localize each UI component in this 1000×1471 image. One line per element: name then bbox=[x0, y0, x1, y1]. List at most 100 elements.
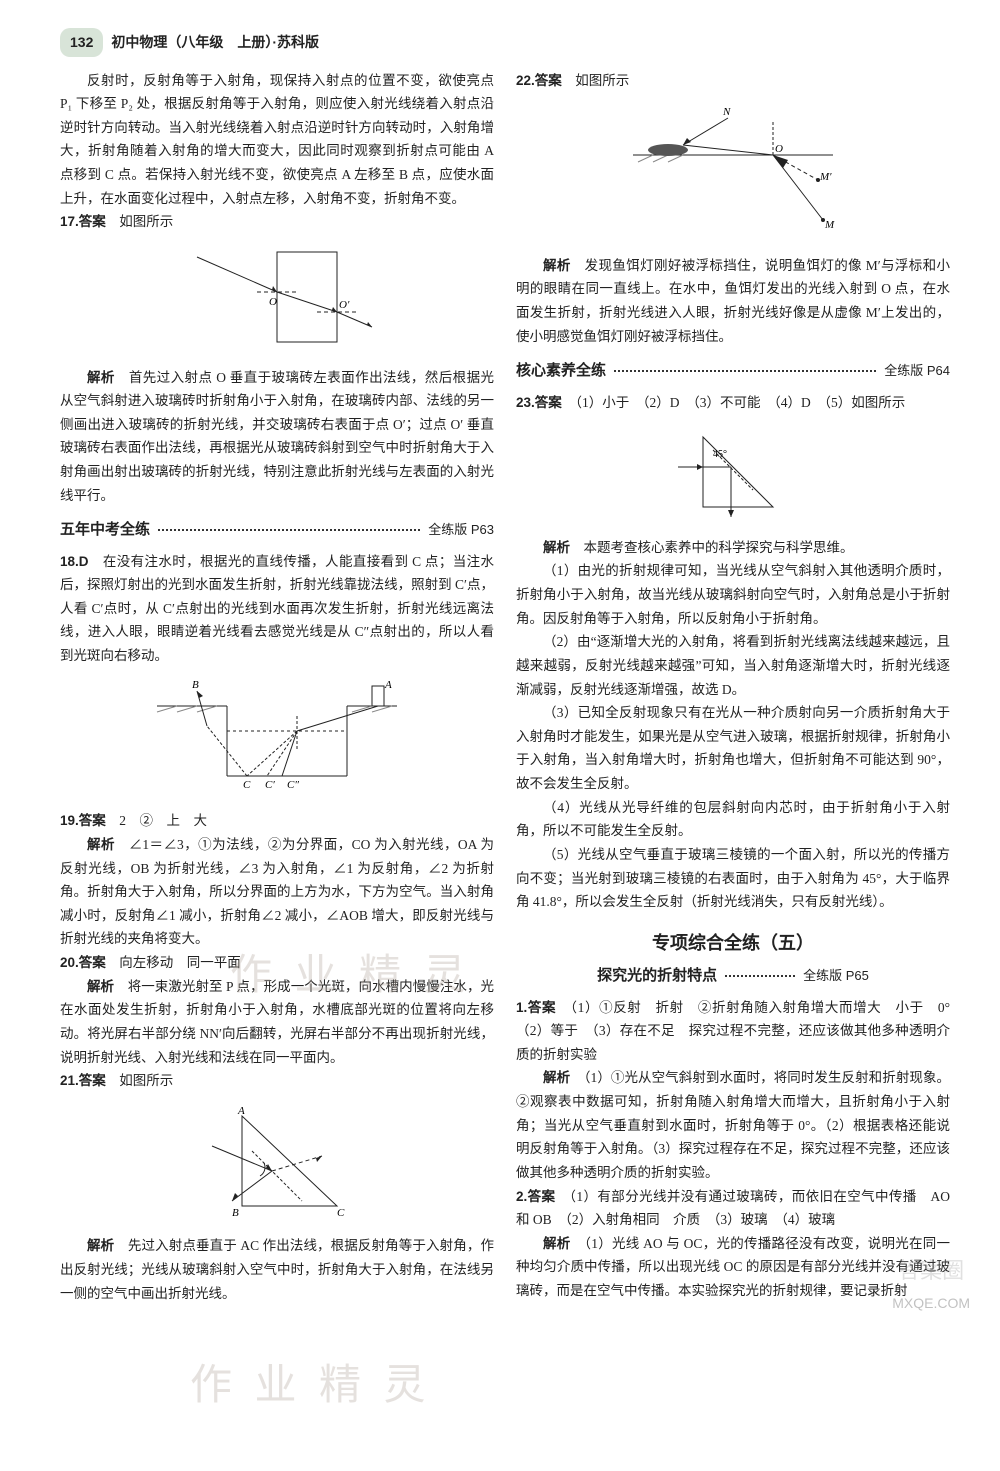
q18-text: 在没有注水时，根据光的直线传播，人能直接看到 C 点；当注水后，探照灯射出的光到… bbox=[60, 554, 494, 664]
corner-logo-big: 答案圈 bbox=[892, 1252, 970, 1291]
sp-q1-analysis-label: 解析 bbox=[543, 1070, 570, 1085]
q23-text: （1）小于 （2）D （3）不可能 （4）D （5）如图所示 bbox=[575, 395, 905, 410]
q21-analysis: 解析 先过入射点垂直于 AC 作出法线，根据反射角等于入射角，作出反射光线；光线… bbox=[60, 1234, 494, 1305]
q22-analysis-label: 解析 bbox=[543, 258, 571, 273]
q22-figure: N O M M′ bbox=[516, 100, 950, 248]
q19-answer: 19.答案 2 ② 上 大 bbox=[60, 809, 494, 833]
q23-part2: （2）由“逐渐增大光的入射角，将看到折射光线离法线越来越远，且越来越弱，反射光线… bbox=[516, 630, 950, 701]
q21-analysis-label: 解析 bbox=[87, 1238, 114, 1253]
q21-text: 如图所示 bbox=[119, 1073, 173, 1088]
q20-label: 20.答案 bbox=[60, 955, 106, 970]
svg-text:N: N bbox=[722, 106, 731, 118]
svg-text:M: M bbox=[824, 219, 835, 231]
sp-q2-text: （1）有部分光线并没有通过玻璃砖，而依旧在空气中传播 AO 和 OB （2）入射… bbox=[516, 1189, 950, 1228]
book-title: 初中物理（八年级 上册）·苏科版 bbox=[111, 30, 319, 55]
svg-text:O′: O′ bbox=[339, 299, 350, 311]
sp-q1-label: 1.答案 bbox=[516, 1000, 556, 1015]
q20-analysis: 解析 将一束激光射至 P 点，形成一个光斑，向水槽内慢慢注水，光在水面处发生折射… bbox=[60, 975, 494, 1070]
svg-text:C: C bbox=[243, 779, 251, 791]
section1-pageref: 全练版 P63 bbox=[428, 519, 494, 542]
q22-text: 如图所示 bbox=[575, 73, 629, 88]
section1-title: 五年中考全练 bbox=[60, 517, 150, 543]
svg-text:B: B bbox=[232, 1207, 239, 1219]
corner-logo: 答案圈 MXQE.COM bbox=[892, 1252, 970, 1315]
q21-figure: A B C bbox=[60, 1101, 494, 1229]
svg-text:O: O bbox=[269, 296, 277, 308]
q23-part5: （5）光线从空气垂直于玻璃三棱镜的一个面入射，所以光的传播方向不变；当光射到玻璃… bbox=[516, 843, 950, 914]
q17-label: 17.答案 bbox=[60, 214, 106, 229]
q20-analysis-text: 将一束激光射至 P 点，形成一个光斑，向水槽内慢慢注水，光在水面处发生折射，折射… bbox=[60, 979, 494, 1065]
q21-analysis-text: 先过入射点垂直于 AC 作出法线，根据反射角等于入射角，作出反射光线；光线从玻璃… bbox=[60, 1238, 494, 1300]
q23-part3: （3）已知全反射现象只有在光从一种介质射向另一介质折射角大于入射角时才能发生，如… bbox=[516, 701, 950, 796]
svg-text:45°: 45° bbox=[713, 449, 727, 460]
sp-q1-answer: 1.答案 （1）①反射 折射 ②折射角随入射角增大而增大 小于 0° （2）等于… bbox=[516, 996, 950, 1067]
sp-q1-text: （1）①反射 折射 ②折射角随入射角增大而增大 小于 0° （2）等于 （3）存… bbox=[516, 1000, 964, 1062]
q23-part1: （1）由光的折射规律可知，当光线从空气斜射入其他透明介质时，折射角小于入射角，故… bbox=[516, 559, 950, 630]
q19-text: 2 ② 上 大 bbox=[119, 813, 207, 828]
q17-analysis: 解析 首先过入射点 O 垂直于玻璃砖左表面作出法线，然后根据光从空气斜射进入玻璃… bbox=[60, 366, 494, 508]
glass-block-refraction-icon: O O′ bbox=[177, 242, 377, 352]
triangle-reflection-icon: A B C bbox=[202, 1101, 352, 1221]
q22-analysis-text: 发现鱼饵灯刚好被浮标挡住，说明鱼饵灯的像 M′与浮标和小明的眼睛在同一直线上。在… bbox=[516, 258, 950, 344]
q23-analysis: 解析 本题考查核心素养中的科学探究与科学思维。 bbox=[516, 536, 950, 560]
sp5-pageref: 全练版 P65 bbox=[803, 965, 869, 988]
q18-label: 18.D bbox=[60, 554, 89, 569]
q23-figure: 45° bbox=[516, 422, 950, 530]
section-5year-exam: 五年中考全练 全练版 P63 bbox=[60, 517, 494, 543]
q23-analysis-text: 本题考查核心素养中的科学探究与科学思维。 bbox=[584, 540, 854, 555]
svg-text:M′: M′ bbox=[819, 171, 832, 183]
sp-q2-analysis: 解析 （1）光线 AO 与 OC，光的传播路径没有改变，说明光在同一种均匀介质中… bbox=[516, 1232, 950, 1303]
right-column: 22.答案 如图所示 N O M M′ bbox=[516, 69, 950, 1306]
page-header: 132 初中物理（八年级 上册）·苏科版 bbox=[60, 28, 950, 57]
svg-text:B: B bbox=[192, 679, 199, 691]
section2-pageref: 全练版 P64 bbox=[884, 360, 950, 383]
corner-logo-small: MXQE.COM bbox=[892, 1291, 970, 1316]
section2-title: 核心素养全练 bbox=[516, 358, 606, 384]
sp-q2-label: 2.答案 bbox=[516, 1189, 555, 1204]
page-number-badge: 132 bbox=[60, 28, 103, 57]
svg-text:A: A bbox=[384, 679, 392, 691]
divider-dots bbox=[158, 529, 420, 531]
left-column: 反射时，反射角等于入射角，现保持入射点的位置不变，欲使亮点 P₁ 下移至 P₂ … bbox=[60, 69, 494, 1306]
prism-tir-icon: 45° bbox=[673, 422, 793, 522]
sp-q1-analysis-text: （1）①光从空气斜射到水面时，将同时发生反射和折射现象。②观察表中数据可知，折射… bbox=[516, 1070, 950, 1180]
q17-analysis-label: 解析 bbox=[87, 370, 115, 385]
q22-answer: 22.答案 如图所示 bbox=[516, 69, 950, 93]
q18: 18.D 在没有注水时，根据光的直线传播，人能直接看到 C 点；当注水后，探照灯… bbox=[60, 550, 494, 668]
q19-label: 19.答案 bbox=[60, 813, 106, 828]
q19-analysis-label: 解析 bbox=[87, 837, 115, 852]
sp-q2-analysis-text: （1）光线 AO 与 OC，光的传播路径没有改变，说明光在同一种均匀介质中传播，… bbox=[516, 1236, 950, 1298]
q20-text: 向左移动 同一平面 bbox=[119, 955, 241, 970]
q18-figure: B A C C′ C″ bbox=[60, 676, 494, 804]
svg-text:C: C bbox=[337, 1207, 345, 1219]
q17-figure: O O′ bbox=[60, 242, 494, 360]
svg-text:C″: C″ bbox=[287, 779, 299, 791]
q23-label: 23.答案 bbox=[516, 395, 562, 410]
svg-text:C′: C′ bbox=[265, 779, 275, 791]
water-tank-refraction-icon: B A C C′ C″ bbox=[147, 676, 407, 796]
q17-analysis-text: 首先过入射点 O 垂直于玻璃砖左表面作出法线，然后根据光从空气斜射进入玻璃砖时折… bbox=[60, 370, 494, 503]
q21-label: 21.答案 bbox=[60, 1073, 106, 1088]
q17-answer-line: 17.答案 如图所示 bbox=[60, 210, 494, 234]
sp5-sub: 探究光的折射特点 bbox=[597, 963, 717, 989]
q22-analysis: 解析 发现鱼饵灯刚好被浮标挡住，说明鱼饵灯的像 M′与浮标和小明的眼睛在同一直线… bbox=[516, 254, 950, 349]
content-columns: 反射时，反射角等于入射角，现保持入射点的位置不变，欲使亮点 P₁ 下移至 P₂ … bbox=[60, 69, 950, 1306]
svg-text:A: A bbox=[237, 1105, 245, 1117]
q23-answer: 23.答案 （1）小于 （2）D （3）不可能 （4）D （5）如图所示 bbox=[516, 391, 950, 415]
q19-analysis-text: ∠1＝∠3，①为法线，②为分界面，CO 为入射光线，OA 为反射光线，OB 为折… bbox=[60, 837, 494, 947]
sp-q2-analysis-label: 解析 bbox=[543, 1236, 571, 1251]
sp-q2-answer: 2.答案 （1）有部分光线并没有通过玻璃砖，而依旧在空气中传播 AO 和 OB … bbox=[516, 1185, 950, 1232]
q16-continuation: 反射时，反射角等于入射角，现保持入射点的位置不变，欲使亮点 P₁ 下移至 P₂ … bbox=[60, 69, 494, 211]
q23-part4: （4）光线从光导纤维的包层斜射向内芯时，由于折射角小于入射角，所以不可能发生全反… bbox=[516, 796, 950, 843]
q22-label: 22.答案 bbox=[516, 73, 562, 88]
q19-analysis: 解析 ∠1＝∠3，①为法线，②为分界面，CO 为入射光线，OA 为反射光线，OB… bbox=[60, 833, 494, 951]
svg-text:O: O bbox=[775, 143, 783, 155]
watermark-text: 作 业 精 灵 bbox=[190, 1350, 432, 1424]
special-5-subtitle: 探究光的折射特点 全练版 P65 bbox=[516, 963, 950, 989]
divider-dots bbox=[725, 975, 795, 977]
q17-text: 如图所示 bbox=[119, 214, 173, 229]
q23-analysis-label: 解析 bbox=[543, 540, 570, 555]
q21-answer: 21.答案 如图所示 bbox=[60, 1069, 494, 1093]
sp-q1-analysis: 解析 （1）①光从空气斜射到水面时，将同时发生反射和折射现象。②观察表中数据可知… bbox=[516, 1066, 950, 1184]
section-core-literacy: 核心素养全练 全练版 P64 bbox=[516, 358, 950, 384]
